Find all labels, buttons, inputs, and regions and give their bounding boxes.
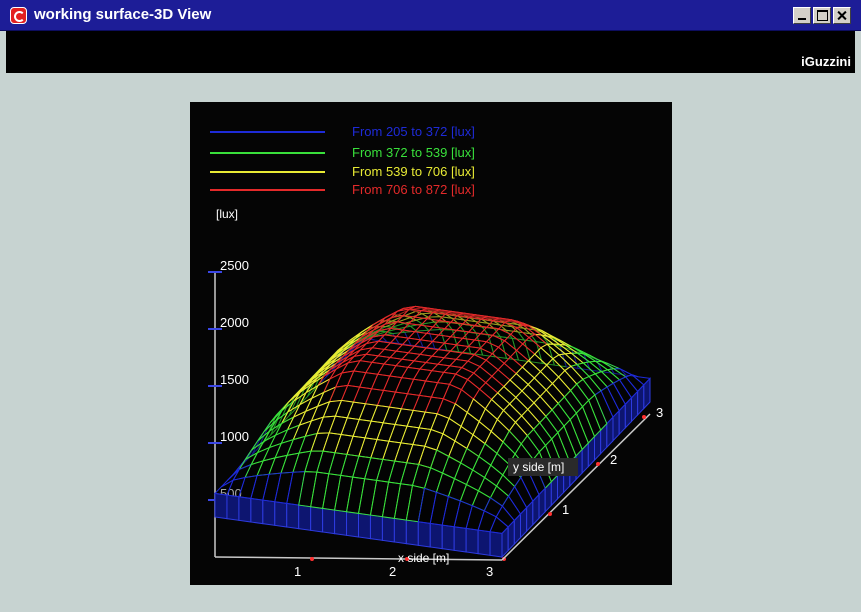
chart-panel: From 205 to 372 [lux] From 372 to 539 [l… bbox=[190, 102, 672, 585]
surface-side-front bbox=[239, 497, 251, 522]
close-icon[interactable] bbox=[833, 7, 851, 24]
z-tick-label: 2000 bbox=[220, 315, 249, 330]
surface-side-front bbox=[299, 505, 311, 530]
surface-chart: From 205 to 372 [lux] From 372 to 539 [l… bbox=[190, 102, 672, 585]
title-bar[interactable]: working surface-3D View bbox=[0, 0, 861, 31]
surface-side-front bbox=[394, 518, 406, 543]
surface-side-front bbox=[323, 508, 335, 533]
y-tick-label: 3 bbox=[656, 405, 663, 420]
surface-side-front bbox=[382, 517, 394, 542]
y-axis-label: y side [m] bbox=[513, 460, 564, 474]
surface-side-front bbox=[466, 528, 478, 553]
surface-side-front bbox=[490, 532, 502, 557]
unit-label: [lux] bbox=[216, 207, 238, 221]
surface-side-front bbox=[430, 523, 442, 548]
window-controls bbox=[791, 7, 851, 25]
y-tick-mark bbox=[596, 462, 600, 466]
y-tick-label: 1 bbox=[562, 502, 569, 517]
surface-side-front bbox=[335, 510, 347, 535]
surface-side-front bbox=[287, 503, 299, 528]
legend-label-2: From 372 to 539 [lux] bbox=[352, 145, 475, 160]
surface-side-front bbox=[347, 512, 359, 537]
illuminance-surface bbox=[215, 306, 650, 557]
surface-side-front bbox=[406, 520, 418, 545]
legend-label-1: From 205 to 372 [lux] bbox=[352, 124, 475, 139]
legend-label-4: From 706 to 872 [lux] bbox=[352, 182, 475, 197]
surface-side-front bbox=[359, 513, 371, 538]
minimize-icon[interactable] bbox=[793, 7, 811, 24]
header-bar: iGuzzini bbox=[6, 31, 855, 73]
legend-label-3: From 539 to 706 [lux] bbox=[352, 164, 475, 179]
surface-side-front bbox=[418, 522, 430, 547]
maximize-icon[interactable] bbox=[813, 7, 831, 24]
surface-side-front bbox=[442, 525, 454, 550]
x-tick-label: 3 bbox=[486, 564, 493, 579]
legend: From 205 to 372 [lux] From 372 to 539 [l… bbox=[210, 124, 475, 197]
surface-side-front bbox=[370, 515, 382, 540]
surface-side-front bbox=[454, 527, 466, 552]
brand-label: iGuzzini bbox=[801, 54, 851, 69]
surface-side-front bbox=[311, 507, 323, 532]
surface-side-front bbox=[227, 495, 239, 520]
x-tick-mark bbox=[310, 557, 314, 561]
surface-side-front bbox=[215, 493, 227, 518]
surface-side-front bbox=[263, 500, 275, 525]
surface-side-front bbox=[275, 502, 287, 527]
x-tick-label: 1 bbox=[294, 564, 301, 579]
z-tick-label: 1500 bbox=[220, 372, 249, 387]
x-tick-label: 2 bbox=[389, 564, 396, 579]
window-title: working surface-3D View bbox=[34, 6, 211, 23]
x-axis bbox=[215, 557, 502, 560]
z-tick-label: 2500 bbox=[220, 258, 249, 273]
surface-side-front bbox=[478, 530, 490, 555]
y-tick-mark bbox=[548, 512, 552, 516]
y-tick-mark bbox=[642, 415, 646, 419]
y-tick-label: 2 bbox=[610, 452, 617, 467]
x-axis-label: x side [m] bbox=[398, 551, 449, 565]
surface-side-front bbox=[251, 498, 263, 523]
z-tick-label: 1000 bbox=[220, 429, 249, 444]
iguzzini-app-icon[interactable] bbox=[10, 7, 27, 24]
